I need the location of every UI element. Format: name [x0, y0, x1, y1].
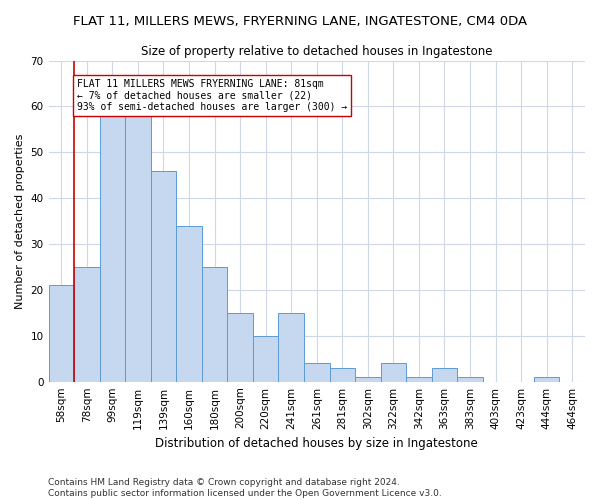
Bar — [253, 336, 278, 382]
Bar — [432, 368, 457, 382]
Bar — [176, 226, 202, 382]
Text: Contains HM Land Registry data © Crown copyright and database right 2024.
Contai: Contains HM Land Registry data © Crown c… — [48, 478, 442, 498]
Y-axis label: Number of detached properties: Number of detached properties — [15, 134, 25, 309]
Bar — [227, 313, 253, 382]
Bar — [457, 377, 483, 382]
Bar — [49, 286, 74, 382]
Text: FLAT 11, MILLERS MEWS, FRYERNING LANE, INGATESTONE, CM4 0DA: FLAT 11, MILLERS MEWS, FRYERNING LANE, I… — [73, 15, 527, 28]
Bar — [406, 377, 432, 382]
Bar — [534, 377, 559, 382]
Bar — [100, 111, 125, 382]
Bar — [125, 111, 151, 382]
Bar — [380, 364, 406, 382]
Title: Size of property relative to detached houses in Ingatestone: Size of property relative to detached ho… — [141, 45, 493, 58]
Bar — [202, 267, 227, 382]
Bar — [329, 368, 355, 382]
X-axis label: Distribution of detached houses by size in Ingatestone: Distribution of detached houses by size … — [155, 437, 478, 450]
Bar — [151, 170, 176, 382]
Bar — [355, 377, 380, 382]
Bar — [74, 267, 100, 382]
Bar — [304, 364, 329, 382]
Bar — [278, 313, 304, 382]
Text: FLAT 11 MILLERS MEWS FRYERNING LANE: 81sqm
← 7% of detached houses are smaller (: FLAT 11 MILLERS MEWS FRYERNING LANE: 81s… — [77, 79, 347, 112]
